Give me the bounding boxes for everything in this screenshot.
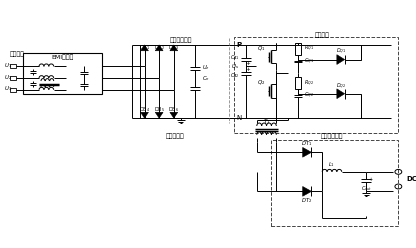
Polygon shape — [303, 186, 312, 196]
Text: +: + — [245, 61, 250, 66]
Polygon shape — [141, 45, 149, 51]
Text: N: N — [236, 115, 242, 121]
Text: DB$_4$: DB$_4$ — [139, 105, 150, 114]
Text: $U_s$: $U_s$ — [231, 62, 239, 71]
Bar — [10, 76, 16, 80]
Text: 三相輸入: 三相輸入 — [10, 52, 25, 58]
Text: $DT_1$: $DT_1$ — [302, 139, 313, 148]
Bar — [23, 53, 102, 94]
Text: $C_{Q2}$: $C_{Q2}$ — [304, 91, 314, 100]
Text: $D_{Q1}$: $D_{Q1}$ — [336, 47, 346, 56]
Text: 輸出整流濾波: 輸出整流濾波 — [321, 133, 343, 139]
Text: $R_{Q1}$: $R_{Q1}$ — [304, 44, 314, 53]
Text: $U_3$: $U_3$ — [4, 84, 12, 93]
Text: +: + — [245, 67, 250, 72]
Text: $DT_2$: $DT_2$ — [302, 196, 313, 205]
Text: $C_{A2}$: $C_{A2}$ — [230, 71, 239, 80]
Text: DB$_1$: DB$_1$ — [139, 43, 150, 52]
Text: $R_{Q2}$: $R_{Q2}$ — [304, 78, 314, 88]
Text: DB$_5$: DB$_5$ — [154, 105, 165, 114]
Text: $Q_1$: $Q_1$ — [257, 44, 265, 53]
Text: DB$_2$: DB$_2$ — [154, 43, 165, 52]
Text: 輸入整流濾波: 輸入整流濾波 — [169, 37, 192, 43]
Text: DB$_6$: DB$_6$ — [168, 105, 179, 114]
Polygon shape — [337, 89, 344, 99]
Text: 高頻變壓器: 高頻變壓器 — [166, 133, 185, 139]
Text: $D_{Q2}$: $D_{Q2}$ — [336, 81, 346, 91]
Text: $U_1$: $U_1$ — [4, 61, 12, 70]
Text: P: P — [236, 42, 241, 48]
Text: $C_{out}$: $C_{out}$ — [361, 184, 371, 193]
Polygon shape — [170, 45, 178, 51]
Polygon shape — [170, 112, 178, 118]
Text: $U_2$: $U_2$ — [4, 73, 12, 82]
Polygon shape — [337, 55, 344, 64]
Text: EMI濾波器: EMI濾波器 — [51, 55, 74, 61]
Text: $C_{A1}$: $C_{A1}$ — [230, 53, 239, 62]
Bar — [295, 43, 301, 55]
Polygon shape — [155, 45, 163, 51]
Text: +: + — [368, 177, 372, 182]
Text: 高頻逆變: 高頻逆變 — [314, 32, 330, 38]
Text: $T_1$: $T_1$ — [263, 118, 270, 126]
Text: $C_n$: $C_n$ — [202, 74, 210, 83]
Bar — [271, 140, 399, 225]
Text: $U_e$: $U_e$ — [202, 63, 210, 72]
Polygon shape — [303, 147, 312, 157]
Bar — [10, 64, 16, 68]
Polygon shape — [155, 112, 163, 118]
Text: $L_1$: $L_1$ — [329, 160, 335, 169]
Text: DC: DC — [406, 176, 416, 182]
Polygon shape — [141, 112, 149, 118]
Bar — [234, 37, 399, 133]
Text: DB$_3$: DB$_3$ — [168, 43, 179, 52]
Text: $C_{Q1}$: $C_{Q1}$ — [304, 57, 314, 66]
Text: $Q_2$: $Q_2$ — [257, 79, 265, 87]
Bar — [295, 77, 301, 89]
Bar — [10, 88, 16, 92]
